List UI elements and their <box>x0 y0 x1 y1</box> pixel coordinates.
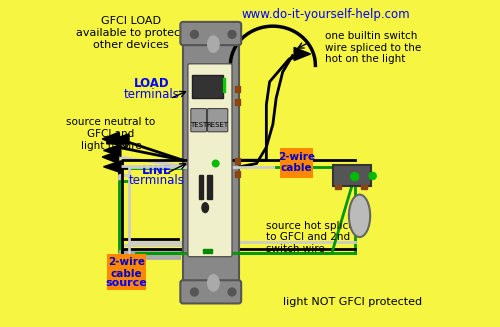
Circle shape <box>369 172 376 180</box>
Bar <box>236 171 240 177</box>
Text: RESET: RESET <box>206 122 229 128</box>
FancyBboxPatch shape <box>188 64 232 257</box>
Text: source hot spliced
to GFCI and 2nd
switch wire: source hot spliced to GFCI and 2nd switc… <box>266 221 362 254</box>
Polygon shape <box>294 47 310 60</box>
Polygon shape <box>107 134 129 144</box>
Text: LINE: LINE <box>142 164 172 177</box>
Circle shape <box>212 160 219 167</box>
Text: source: source <box>106 278 148 287</box>
Text: terminals: terminals <box>124 88 180 101</box>
Bar <box>236 158 240 164</box>
Text: source neutral to
GFCI and
light fixture: source neutral to GFCI and light fixture <box>66 117 156 151</box>
FancyBboxPatch shape <box>334 165 371 186</box>
Bar <box>207 175 212 199</box>
Text: 2-wire
cable: 2-wire cable <box>108 257 145 279</box>
Polygon shape <box>104 145 121 156</box>
Bar <box>192 75 223 98</box>
Bar <box>222 78 225 92</box>
Circle shape <box>228 288 236 296</box>
FancyBboxPatch shape <box>180 280 241 303</box>
FancyBboxPatch shape <box>208 109 228 132</box>
Polygon shape <box>104 161 121 173</box>
Bar <box>183 38 238 289</box>
Circle shape <box>190 288 198 296</box>
Bar <box>202 249 212 253</box>
Text: terminals: terminals <box>129 174 184 187</box>
Bar <box>236 86 240 92</box>
Text: 2-wire
cable: 2-wire cable <box>278 152 315 174</box>
FancyBboxPatch shape <box>107 254 146 290</box>
Bar <box>361 185 367 189</box>
Text: light NOT GFCI protected: light NOT GFCI protected <box>282 298 422 307</box>
FancyBboxPatch shape <box>191 109 206 132</box>
Circle shape <box>350 173 358 181</box>
FancyBboxPatch shape <box>180 22 241 45</box>
Text: LOAD: LOAD <box>134 77 170 90</box>
Circle shape <box>228 30 236 38</box>
Ellipse shape <box>202 203 208 213</box>
Text: one builtin switch
wire spliced to the
hot on the light: one builtin switch wire spliced to the h… <box>325 31 422 64</box>
Ellipse shape <box>208 36 219 52</box>
Polygon shape <box>102 132 118 146</box>
Text: GFCI LOAD
available to protect
other devices: GFCI LOAD available to protect other dev… <box>76 16 185 50</box>
Ellipse shape <box>208 275 219 291</box>
Bar <box>236 99 240 105</box>
FancyBboxPatch shape <box>280 148 313 178</box>
Circle shape <box>190 30 198 38</box>
Text: www.do-it-yourself-help.com: www.do-it-yourself-help.com <box>242 8 410 21</box>
Ellipse shape <box>349 195 370 237</box>
Text: TEST: TEST <box>190 122 208 128</box>
Bar <box>198 175 203 199</box>
Bar <box>335 185 341 189</box>
Polygon shape <box>102 151 118 164</box>
